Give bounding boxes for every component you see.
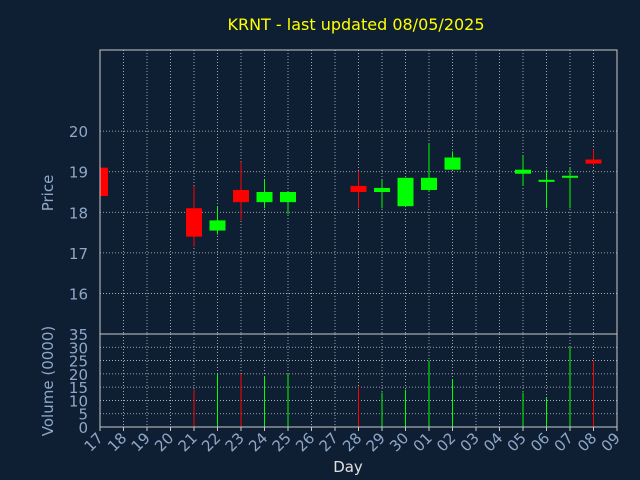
candle-body xyxy=(209,220,226,231)
price-tick-label: 16 xyxy=(69,285,88,303)
volume-tick-label: 20 xyxy=(69,366,88,384)
volume-tick-label: 30 xyxy=(69,339,88,357)
chart-title: KRNT - last updated 08/05/2025 xyxy=(227,15,484,34)
volume-panel-frame xyxy=(99,333,618,428)
marks-layer xyxy=(99,143,602,427)
volume-tick-label: 5 xyxy=(78,406,88,424)
candle-body xyxy=(444,157,461,170)
candle-body xyxy=(538,179,555,182)
frame-layer xyxy=(99,49,618,428)
candle-body xyxy=(585,159,602,164)
candle-body xyxy=(280,192,296,203)
candle-body xyxy=(233,189,249,203)
price-tick-label: 18 xyxy=(69,204,88,222)
candle-body xyxy=(421,177,437,190)
candle-body xyxy=(350,185,367,192)
price-tick-label: 19 xyxy=(69,164,88,182)
volume-tick-label: 15 xyxy=(69,379,88,397)
candle-body xyxy=(515,169,531,174)
price-axis-label: Price xyxy=(39,175,57,212)
volume-tick-label: 25 xyxy=(69,353,88,371)
candle-body xyxy=(256,192,273,203)
candle-body xyxy=(100,167,108,197)
volume-tick-label: 0 xyxy=(78,419,88,437)
price-tick-label: 17 xyxy=(69,245,88,263)
candle-body xyxy=(186,208,202,237)
candle-body xyxy=(562,175,578,178)
volume-tick-label: 10 xyxy=(69,392,88,410)
x-axis-label: Day xyxy=(333,458,363,476)
volume-tick-label: 35 xyxy=(69,326,88,344)
candle-body xyxy=(374,187,390,192)
volume-axis-label: Volume (0000) xyxy=(39,326,57,436)
price-tick-label: 20 xyxy=(69,123,88,141)
candle-body xyxy=(397,177,414,207)
